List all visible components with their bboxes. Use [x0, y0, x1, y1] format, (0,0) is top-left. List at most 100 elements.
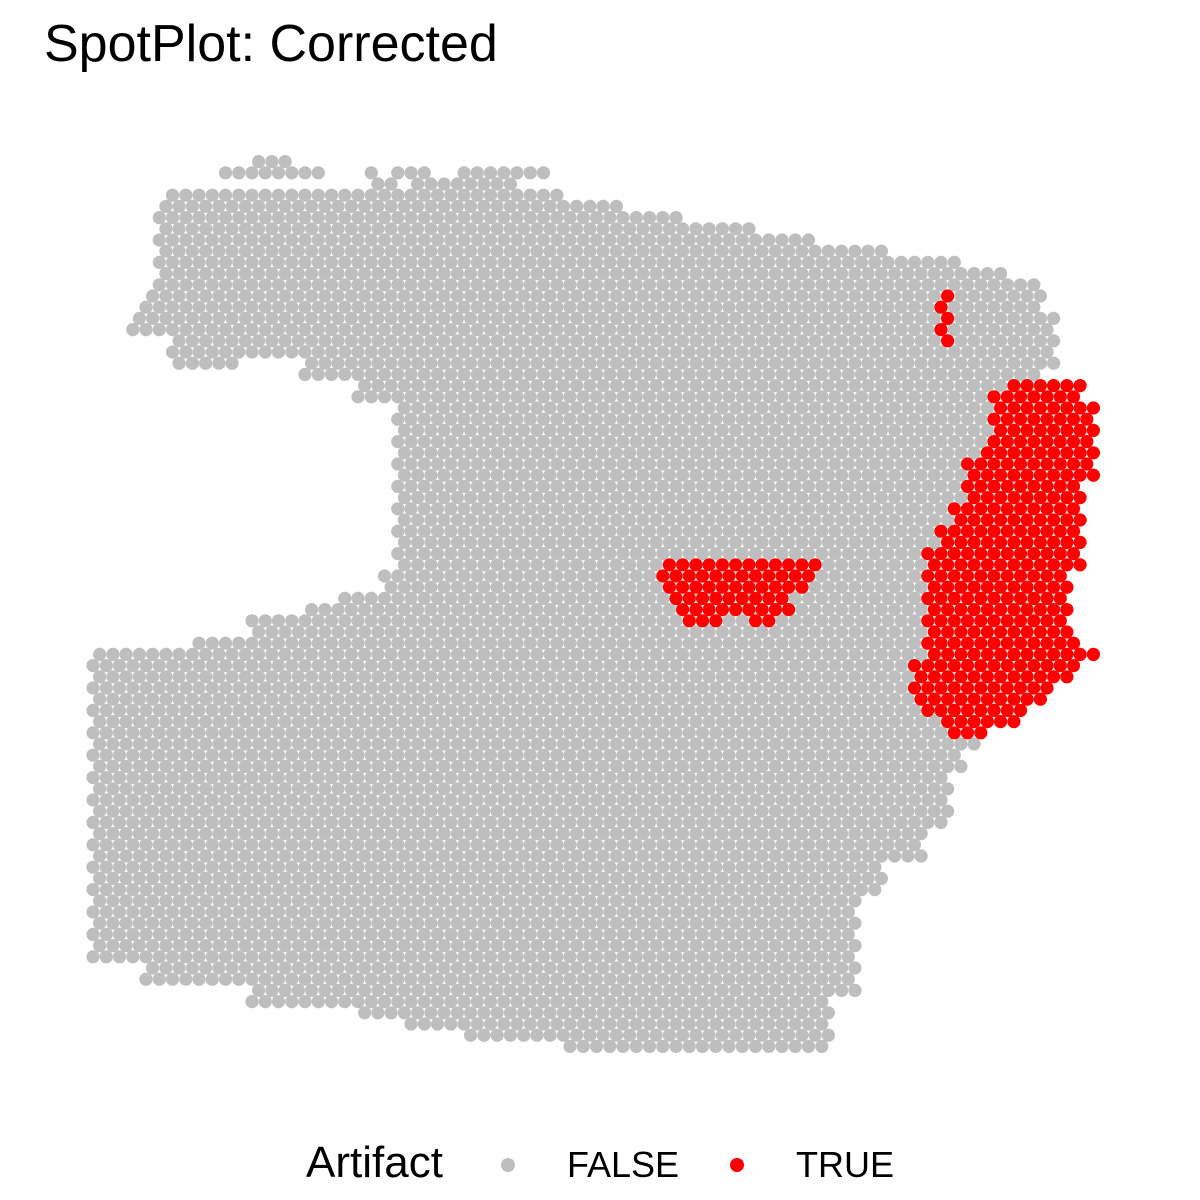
spot-false	[642, 995, 657, 1009]
spot-true	[1040, 547, 1054, 561]
spot-false	[106, 939, 120, 953]
spot-false	[212, 289, 226, 303]
spot-false	[258, 300, 272, 314]
spot-false	[305, 289, 319, 303]
spot-false	[570, 715, 584, 729]
spot-false	[828, 412, 842, 426]
spot-false	[980, 311, 995, 325]
spot-false	[93, 647, 107, 662]
spot-false	[139, 726, 153, 740]
spot-false	[808, 491, 822, 505]
spot-false	[570, 199, 584, 213]
spot-false	[417, 166, 431, 180]
spot-false	[801, 390, 816, 404]
spot-false	[278, 311, 292, 325]
spot-false	[192, 883, 206, 897]
spot-false	[497, 748, 511, 762]
spot-false	[682, 502, 696, 516]
spot-false	[311, 950, 325, 964]
spot-false	[93, 939, 107, 953]
spot-false	[795, 625, 809, 639]
spot-false	[914, 625, 928, 639]
spot-true	[934, 636, 948, 650]
spot-false	[636, 289, 650, 303]
spot-true	[980, 535, 995, 550]
spot-false	[477, 379, 491, 393]
spot-false	[377, 771, 392, 785]
spot-true	[1013, 479, 1028, 493]
spot-false	[470, 838, 484, 852]
spot-false	[298, 345, 312, 359]
spot-false	[556, 961, 571, 975]
spot-false	[543, 916, 557, 930]
spot-false	[669, 950, 683, 964]
spot-false	[576, 793, 590, 807]
spot-false	[775, 883, 789, 897]
spot-false	[874, 513, 889, 527]
spot-false	[735, 883, 749, 897]
spot-false	[351, 278, 365, 292]
spot-false	[146, 311, 160, 325]
spot-false	[563, 367, 577, 381]
spot-false	[218, 972, 233, 986]
spot-false	[775, 323, 789, 337]
spot-false	[285, 211, 299, 225]
spot-false	[676, 827, 690, 841]
spot-false	[662, 603, 677, 617]
spot-false	[841, 905, 855, 919]
spot-false	[662, 983, 677, 998]
spot-false	[99, 927, 113, 942]
spot-false	[391, 479, 405, 493]
spot-false	[536, 995, 551, 1009]
spot-false	[974, 412, 988, 426]
spot-false	[636, 916, 650, 930]
spot-false	[106, 715, 120, 729]
spot-false	[543, 715, 557, 729]
spot-false	[821, 737, 836, 751]
spot-false	[384, 916, 398, 930]
spot-false	[570, 894, 584, 908]
spot-true	[974, 726, 988, 740]
spot-false	[550, 569, 564, 583]
spot-false	[861, 804, 875, 818]
spot-false	[510, 233, 524, 247]
spot-false	[106, 782, 120, 796]
spot-false	[291, 334, 305, 348]
spot-false	[437, 939, 451, 953]
spot-false	[464, 177, 478, 191]
spot-false	[252, 827, 266, 841]
spot-false	[768, 849, 783, 863]
spot-false	[417, 211, 431, 225]
spot-false	[596, 759, 610, 774]
spot-false	[106, 804, 120, 818]
spot-false	[391, 569, 405, 583]
spot-true	[1007, 715, 1021, 729]
spot-false	[848, 647, 862, 662]
spot-false	[848, 625, 862, 639]
spot-false	[324, 838, 339, 852]
spot-false	[503, 961, 517, 975]
spot-false	[271, 233, 286, 247]
spot-false	[729, 692, 743, 706]
spot-false	[298, 927, 312, 942]
spot-false	[444, 367, 458, 381]
spot-false	[821, 311, 836, 325]
spot-false	[199, 670, 213, 684]
spot-false	[722, 390, 736, 404]
spot-false	[715, 356, 730, 370]
spot-false	[483, 1017, 498, 1031]
spot-false	[835, 983, 849, 998]
spot-false	[636, 894, 650, 908]
spot-false	[682, 995, 696, 1009]
spot-false	[430, 950, 445, 964]
spot-false	[271, 345, 286, 359]
spot-false	[894, 412, 908, 426]
spot-true	[980, 513, 995, 527]
spot-false	[656, 300, 670, 314]
spot-false	[616, 300, 630, 314]
spot-false	[583, 356, 597, 370]
spot-false	[563, 659, 577, 673]
spot-false	[490, 1028, 504, 1042]
spot-true	[941, 289, 955, 303]
spot-false	[364, 323, 378, 337]
